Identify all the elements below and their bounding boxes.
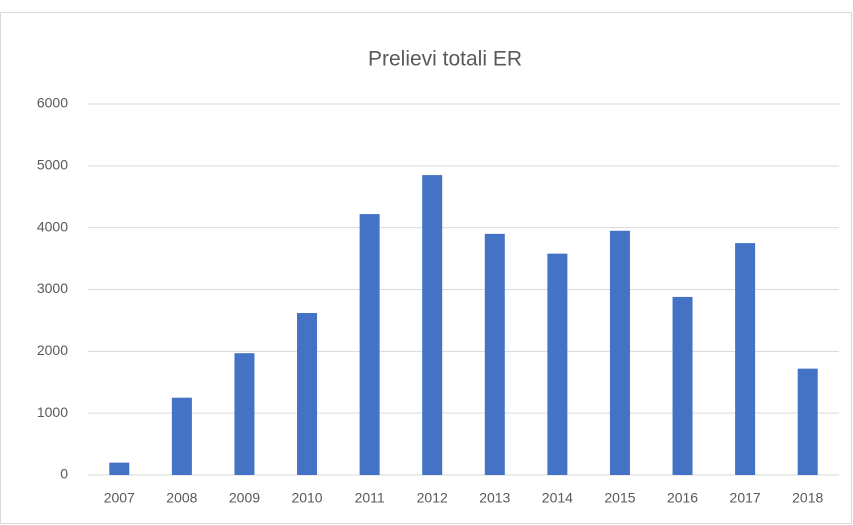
- y-tick-label: 5000: [37, 157, 68, 173]
- x-tick-label: 2014: [542, 490, 573, 506]
- x-tick-label: 2016: [667, 490, 698, 506]
- bar: [672, 296, 693, 475]
- y-tick-label: 3000: [37, 280, 68, 296]
- y-tick-label: 0: [60, 466, 68, 482]
- x-tick-label: 2008: [166, 490, 197, 506]
- x-tick-label: 2011: [355, 490, 385, 506]
- x-tick-label: 2013: [479, 490, 510, 506]
- x-tick-label: 2017: [730, 490, 761, 506]
- y-tick-label: 1000: [37, 404, 68, 420]
- x-tick-label: 2007: [104, 490, 135, 506]
- bar: [109, 462, 130, 475]
- bar: [422, 175, 443, 475]
- x-tick-label: 2010: [291, 490, 322, 506]
- x-tick-label: 2012: [417, 490, 448, 506]
- bar: [735, 243, 756, 475]
- bar: [171, 397, 192, 475]
- bar: [797, 368, 818, 475]
- y-tick-label: 6000: [37, 95, 68, 111]
- x-tick-label: 2009: [229, 490, 260, 506]
- chart-title: Prelievi totali ER: [368, 48, 522, 71]
- y-tick-label: 2000: [37, 342, 68, 358]
- x-tick-label: 2015: [604, 490, 635, 506]
- bar: [547, 253, 568, 475]
- bar: [297, 312, 318, 475]
- y-tick-label: 4000: [37, 218, 68, 234]
- bar: [359, 214, 380, 475]
- bar: [484, 233, 505, 475]
- x-tick-label: 2018: [792, 490, 823, 506]
- bar: [609, 230, 630, 475]
- bar: [234, 353, 255, 475]
